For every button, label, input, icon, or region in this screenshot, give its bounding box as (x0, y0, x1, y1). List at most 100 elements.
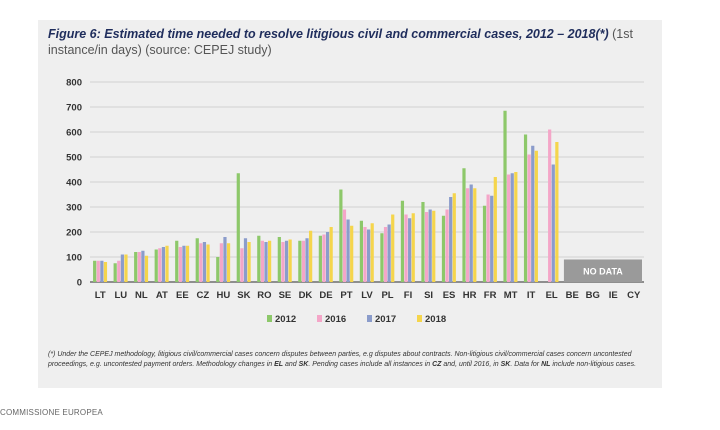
bar-2016-lv (363, 227, 367, 282)
bar-2012-de (318, 235, 322, 282)
bar-2012-pt (339, 189, 343, 282)
bar-2012-se (277, 237, 281, 282)
bar-2017-dk (305, 238, 309, 282)
no-data-box (563, 259, 642, 282)
bar-2017-es (449, 197, 453, 282)
x-tick-label: SE (279, 290, 292, 301)
bar-2018-si (432, 210, 436, 282)
bar-2012-hu (216, 257, 220, 282)
photo-credit: COMMISSIONE EUROPEA (0, 408, 103, 417)
bar-2018-mt (514, 172, 518, 282)
y-tick-label: 400 (66, 178, 82, 189)
footnote-text-1: (*) Under the CEPEJ methodology, litigio… (48, 351, 632, 368)
bar-2018-sk (247, 242, 251, 282)
bar-2012-fi (400, 200, 405, 282)
x-tick-label: DK (299, 290, 313, 301)
bar-2017-pt (346, 219, 350, 282)
bar-2018-at (165, 245, 169, 282)
chart-title: Figure 6: Estimated time needed to resol… (48, 27, 609, 41)
chart-title-block: Figure 6: Estimated time needed to resol… (48, 26, 658, 58)
footnote-bold-1: EL (274, 361, 284, 368)
footnote-bold-2: SK (298, 361, 309, 368)
x-tick-label: AT (156, 290, 168, 301)
x-tick-label: SK (237, 290, 250, 301)
bar-2017-se (284, 240, 289, 282)
footnote-text-6: include non-litigious cases. (550, 361, 637, 368)
bar-2017-lv (367, 229, 371, 282)
bar-2016-cz (199, 243, 203, 282)
bar-2012-at (154, 249, 158, 282)
bar-2016-el (548, 129, 552, 282)
x-tick-label: HR (463, 290, 477, 301)
x-tick-label: MT (504, 290, 518, 301)
bar-2017-el (551, 164, 555, 282)
bar-2017-lt (100, 260, 104, 282)
bar-2016-at (158, 248, 162, 282)
bar-2016-fi (404, 214, 408, 282)
legend-swatch-2018 (417, 315, 422, 322)
legend-label-2012: 2012 (275, 314, 296, 325)
bar-2017-fr (490, 195, 494, 282)
x-tick-label: EE (176, 290, 189, 301)
bar-2016-es (445, 209, 449, 282)
x-tick-label: ES (443, 290, 456, 301)
bar-2016-fr (486, 194, 490, 282)
x-tick-label: HU (217, 290, 231, 301)
x-tick-label: LV (361, 290, 373, 301)
bar-chart: 0 100 200 300 400 500 600 700 800 NO DATA LT LU NL AT… (66, 78, 644, 325)
x-tick-label: EL (546, 290, 558, 301)
bar-2016-se (281, 242, 285, 282)
y-tick-label: 300 (66, 203, 82, 214)
bar-2012-si (421, 202, 425, 282)
footnote-text-3: . Pending cases include all instances in (308, 361, 433, 368)
bar-2016-pt (342, 209, 347, 282)
bar-2017-it (531, 145, 535, 282)
x-tick-label: BG (586, 290, 600, 301)
x-tick-label: CY (627, 290, 641, 301)
bar-2012-lv (359, 220, 363, 282)
bar-2018-lu (124, 254, 128, 282)
bar-2012-lt (93, 260, 97, 282)
bar-2018-el (555, 142, 559, 282)
bar-2012-hr (462, 168, 466, 282)
bar-2018-hr (473, 188, 477, 282)
bar-2016-nl (137, 252, 141, 282)
footnote-bold-3: CZ (432, 361, 442, 368)
bar-2012-ee (175, 240, 179, 282)
bar-2012-fr (482, 205, 487, 282)
legend-swatch-2017 (367, 315, 372, 322)
x-tick-label: DE (319, 290, 332, 301)
bar-2018-fi (411, 213, 415, 282)
bar-2017-sk (243, 238, 248, 282)
footnote: (*) Under the CEPEJ methodology, litigio… (48, 350, 654, 370)
footnote-text-4: and, until 2016, in (441, 361, 501, 368)
y-tick-label: 500 (66, 153, 82, 164)
bar-2018-es (452, 193, 456, 282)
bar-2012-pl (380, 233, 384, 282)
bar-2016-hr (465, 188, 470, 282)
x-tick-label: SI (424, 290, 433, 301)
bar-2018-cz (206, 244, 210, 282)
footnote-bold-4: SK (500, 361, 511, 368)
bar-2016-pl (383, 227, 388, 282)
bar-2017-lu (120, 254, 124, 282)
bar-2012-cz (195, 238, 199, 282)
bar-2018-se (288, 239, 292, 282)
figure-panel: 0 100 200 300 400 500 600 700 800 NO DATA LT LU NL AT… (38, 20, 662, 388)
bar-2017-fi (408, 218, 412, 282)
bar-2017-hu (223, 237, 227, 282)
bar-2017-pl (387, 224, 391, 282)
y-tick-label: 0 (77, 278, 82, 289)
footnote-bold-5: NL (541, 361, 551, 368)
bar-2018-dk (309, 230, 313, 282)
bar-2017-si (428, 209, 432, 282)
bar-2012-dk (298, 240, 302, 282)
bar-2018-it (534, 150, 538, 282)
bar-2017-de (325, 232, 330, 282)
x-tick-label: LU (114, 290, 127, 301)
x-tick-label: IT (527, 290, 536, 301)
x-tick-label: IE (609, 290, 618, 301)
bar-2018-nl (144, 255, 149, 282)
bar-2018-hu (226, 243, 231, 282)
bar-2012-mt (503, 110, 507, 282)
